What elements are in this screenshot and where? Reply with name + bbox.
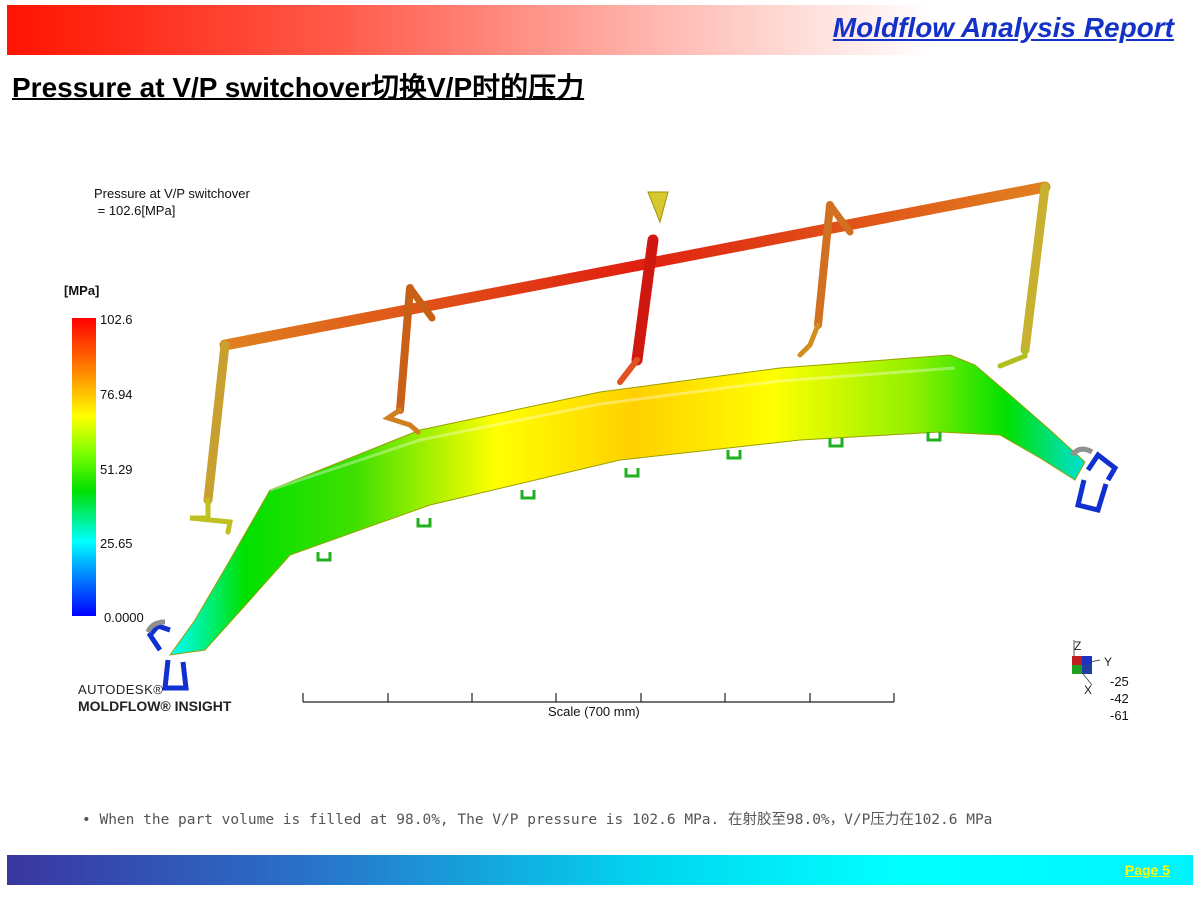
footer-bar [7, 855, 1193, 885]
axis-z-label: Z [1074, 639, 1081, 653]
brand-line-1: AUTODESK® [78, 682, 164, 697]
result-value: = 102.6[MPa] [94, 203, 176, 218]
axis-triad-icon: Z Y X [1072, 639, 1112, 697]
legend-tick: 102.6 [100, 312, 133, 327]
legend-tick: 0.0000 [104, 610, 144, 625]
end-bracket-right [1070, 446, 1119, 514]
sprue-cone [647, 191, 669, 224]
part-clips [316, 432, 942, 562]
scale-label: Scale (700 mm) [548, 704, 640, 719]
axis-y-label: Y [1104, 655, 1112, 669]
legend-tick: 76.94 [100, 387, 133, 402]
legend-unit: [MPa] [64, 283, 100, 298]
axis-x-label: X [1084, 683, 1092, 697]
header-banner [7, 5, 1193, 55]
page-number-link[interactable]: Page 5 [1124, 862, 1170, 878]
slide-title: Pressure at V/P switchover切换V/P时的压力 [12, 72, 585, 103]
end-bracket-left [145, 619, 189, 691]
triad-value: -42 [1110, 691, 1129, 706]
color-legend-bar [72, 318, 96, 616]
runner-system [189, 181, 1051, 535]
result-title: Pressure at V/P switchover [94, 186, 250, 201]
bumper-part [168, 354, 1086, 656]
legend-tick: 25.65 [100, 536, 133, 551]
triad-value: -61 [1110, 708, 1129, 723]
report-title: Moldflow Analysis Report [832, 12, 1174, 43]
result-name: Pressure at V/P switchover = 102.6[MPa] [94, 185, 250, 219]
triad-value: -25 [1110, 674, 1129, 689]
moldflow-model-render: Z Y X [145, 181, 1119, 703]
brand-line-2: MOLDFLOW® INSIGHT [78, 698, 232, 714]
legend-tick: 51.29 [100, 462, 133, 477]
scale-bar [302, 693, 895, 703]
summary-note: • When the part volume is filled at 98.0… [82, 812, 993, 828]
